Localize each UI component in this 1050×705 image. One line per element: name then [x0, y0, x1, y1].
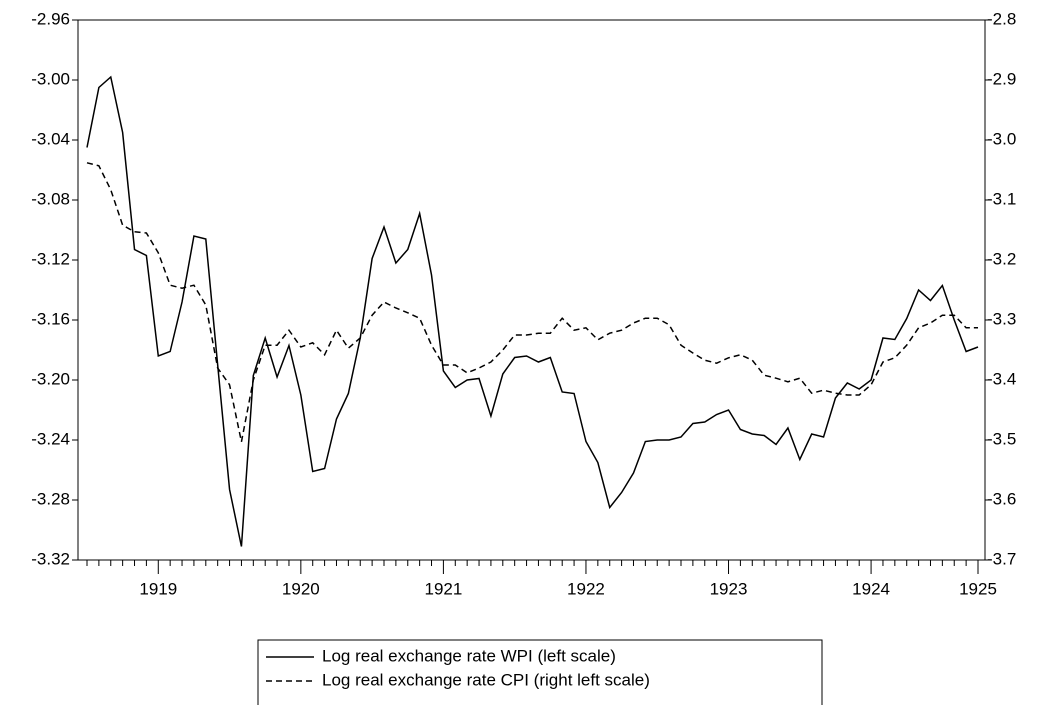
legend-box — [257, 639, 823, 705]
y-tick-label: -3.12 — [31, 249, 70, 268]
y2-tick-label: -3.1 — [987, 189, 1016, 208]
legend-label: Log real exchange rate CPI (right left s… — [322, 670, 650, 689]
x-tick-label: 1922 — [567, 579, 605, 598]
y-tick-label: -3.24 — [31, 429, 70, 448]
x-tick-label: 1921 — [424, 579, 462, 598]
y2-tick-label: -2.9 — [987, 69, 1016, 88]
y-tick-label: -3.08 — [31, 189, 70, 208]
y2-tick-label: -3.3 — [987, 309, 1016, 328]
y2-tick-label: -3.5 — [987, 429, 1016, 448]
series-line — [86, 75, 979, 547]
x-tick-label: 1923 — [710, 579, 748, 598]
plot-frame — [77, 19, 986, 561]
x-tick-label: 1924 — [852, 579, 890, 598]
y2-tick-label: -3.4 — [987, 369, 1016, 388]
y2-tick-label: -3.2 — [987, 249, 1016, 268]
x-tick-label: 1925 — [959, 579, 997, 598]
series-line — [86, 162, 978, 442]
y-tick-label: -3.16 — [31, 309, 70, 328]
y2-tick-label: -3.7 — [987, 549, 1016, 568]
legend-label: Log real exchange rate WPI (left scale) — [322, 646, 616, 665]
y-tick-label: -3.00 — [31, 69, 70, 88]
y2-tick-label: -2.8 — [987, 9, 1016, 28]
y2-tick-label: -3.6 — [987, 489, 1016, 508]
y-tick-label: -3.04 — [31, 129, 70, 148]
y2-tick-label: -3.0 — [987, 129, 1016, 148]
y-tick-label: -2.96 — [31, 9, 70, 28]
y-tick-label: -3.20 — [31, 369, 70, 388]
x-tick-label: 1919 — [139, 579, 177, 598]
y-tick-label: -3.28 — [31, 489, 70, 508]
x-tick-label: 1920 — [282, 579, 320, 598]
y-tick-label: -3.32 — [31, 549, 70, 568]
